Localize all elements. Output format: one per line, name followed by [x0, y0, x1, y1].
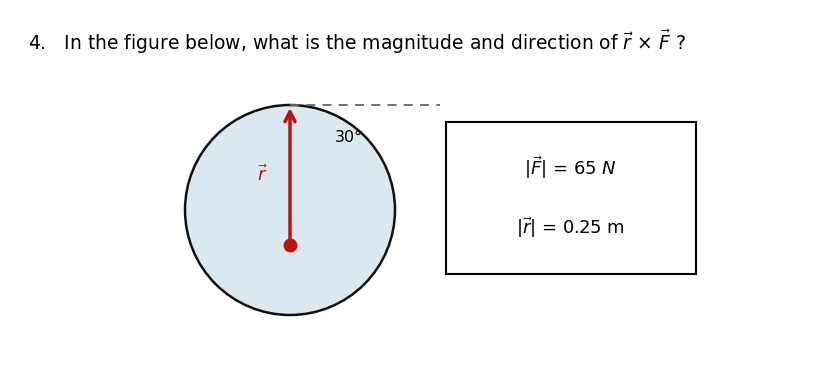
Ellipse shape	[185, 105, 395, 315]
Text: 4.   In the figure below, what is the magnitude and direction of $\vec{r}$ $\tim: 4. In the figure below, what is the magn…	[28, 28, 686, 56]
Text: $\vec{r}$: $\vec{r}$	[257, 165, 268, 185]
Text: $|\vec{r}|$ = 0.25 m: $|\vec{r}|$ = 0.25 m	[516, 215, 625, 241]
Text: 30°: 30°	[335, 130, 363, 145]
Bar	[446, 122, 696, 274]
Text: $|\vec{F}|$ = 65 $N$: $|\vec{F}|$ = 65 $N$	[524, 154, 617, 180]
